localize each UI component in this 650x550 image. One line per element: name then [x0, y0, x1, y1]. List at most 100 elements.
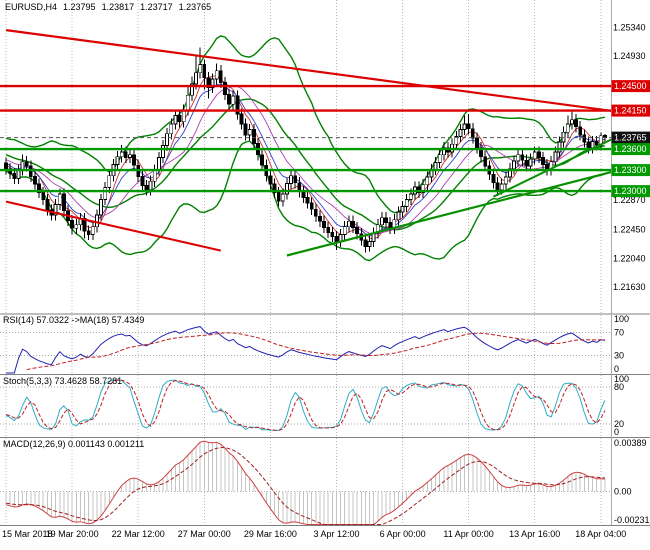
time-scale-label: 19 Mar 20:00: [46, 529, 99, 539]
candle-body: [437, 154, 442, 163]
price-badge-label: 1.23600: [614, 144, 647, 154]
candle-body: [276, 192, 281, 202]
chart-title: EURUSD,H4 1.23795 1.23817 1.23717 1.23765: [5, 2, 217, 13]
candle-body: [33, 175, 37, 185]
price-scale-label: 1.21630: [613, 282, 646, 292]
candle-body: [103, 187, 108, 200]
candle-body: [189, 83, 194, 96]
indicator-scale-label: 20: [614, 419, 624, 429]
candle-body: [301, 191, 306, 198]
candle-body: [119, 151, 124, 158]
candle-body: [474, 137, 479, 149]
candle-body: [202, 64, 207, 79]
plot-area[interactable]: [0, 0, 646, 525]
candle-body: [280, 193, 285, 202]
candle-body: [231, 95, 236, 105]
price-badge: [611, 143, 650, 156]
candle-body: [313, 208, 318, 217]
time-scale-label: 15 Mar 2018: [2, 529, 53, 539]
price-scale-label: 1.25340: [613, 22, 646, 32]
candle-body: [177, 115, 182, 123]
ma8-line: [5, 83, 605, 237]
time-scale-label: 3 Apr 12:00: [313, 529, 359, 539]
descending-trendline-lower-left[interactable]: [5, 200, 222, 252]
candle-body: [86, 230, 91, 235]
macd-indicator-label: MACD(12,26,9) 0.001143 0.001211: [3, 439, 145, 449]
time-scale-label: 18 Apr 04:00: [575, 529, 626, 539]
candle-body: [499, 183, 504, 191]
candle-body: [396, 211, 401, 221]
candle-body: [557, 141, 562, 153]
candle-body: [82, 217, 87, 232]
candle-body: [214, 70, 219, 80]
candle-body: [4, 162, 8, 170]
rsi-ma-line: [26, 332, 605, 371]
candle-body: [247, 129, 252, 136]
price-badge-label: 1.23765: [614, 133, 647, 143]
candle-body: [123, 151, 128, 158]
candle-body: [441, 147, 446, 156]
candle-body: [165, 133, 170, 146]
candle-body: [16, 169, 21, 179]
candle-body: [169, 123, 174, 135]
candle-body: [553, 151, 558, 163]
candle-body: [578, 126, 583, 136]
descending-resistance-trendline[interactable]: [5, 29, 646, 115]
rsi-indicator-label: RSI(14) 57.0322 ->MA(18) 57.4349: [3, 315, 145, 325]
candle-body: [483, 156, 488, 167]
candle-body: [355, 227, 360, 235]
time-scale-label: 22 Mar 12:00: [112, 529, 165, 539]
price-badge: [611, 80, 650, 93]
candle-body: [342, 226, 347, 235]
candle-body: [132, 154, 137, 166]
time-scale-label: 6 Apr 00:00: [380, 529, 426, 539]
candle-body: [152, 169, 157, 182]
price-scale-label: 1.24930: [613, 51, 646, 61]
indicator-scale-label: 70: [614, 327, 624, 337]
candle-body: [466, 123, 471, 130]
candle-body: [512, 160, 516, 170]
panel-separators: [0, 313, 650, 526]
candle-body: [462, 123, 467, 130]
candle-body: [479, 147, 483, 158]
candle-body: [565, 123, 570, 133]
ohlc-low-value: 1.23717: [140, 2, 173, 12]
candle-body: [243, 123, 248, 136]
price-scale-label: 1.22870: [613, 195, 646, 205]
candle-body: [346, 220, 351, 228]
stoch-indicator-label: Stoch(5,3,3) 73.4628 58.7281: [3, 376, 123, 386]
ohlc-high-value: 1.23817: [101, 2, 135, 12]
ascending-support-trendline-2[interactable]: [492, 123, 646, 198]
candle-body: [582, 134, 587, 143]
candle-body: [260, 154, 265, 166]
candle-body: [156, 157, 161, 171]
candle-body: [173, 115, 178, 125]
candle-body: [107, 175, 112, 188]
candle-body: [524, 159, 529, 167]
candle-body: [53, 203, 58, 216]
candle-body: [284, 182, 289, 195]
price-scale[interactable]: 1.25340 1.24930 1.22870 1.22450 1.22040 1.216…: [611, 22, 650, 525]
candle-body: [99, 199, 103, 216]
indicator-scale-label: 100: [614, 374, 629, 384]
candle-body: [388, 222, 393, 229]
candle-body: [210, 78, 215, 88]
candle-body: [458, 129, 463, 137]
stoch-d-line: [5, 379, 606, 431]
indicator-scale-label: 100: [614, 314, 629, 324]
macd-line: [5, 440, 605, 525]
candle-body: [491, 173, 496, 184]
ascending-support-trendline[interactable]: [286, 163, 646, 257]
indicator-scale-label: 0: [614, 364, 619, 374]
rsi-line: [6, 326, 605, 374]
candle-body: [24, 161, 29, 167]
price-scale-label: 1.22040: [613, 253, 646, 263]
time-scale-label: 29 Mar 16:00: [244, 529, 297, 539]
candle-body: [574, 119, 578, 128]
candle-body: [363, 239, 368, 247]
candle-body: [532, 151, 537, 160]
